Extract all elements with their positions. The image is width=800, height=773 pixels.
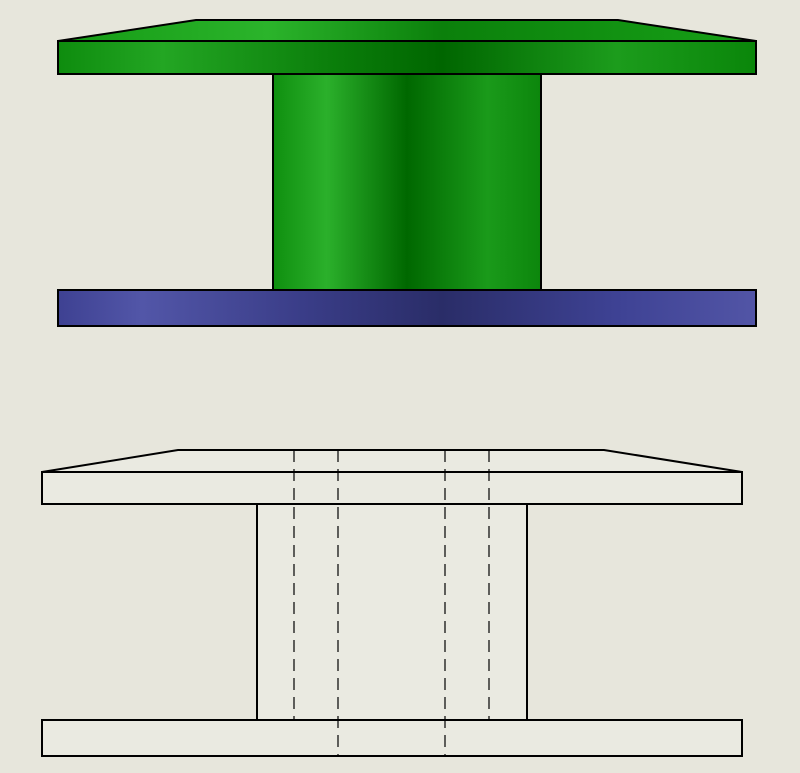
wire-hub-body bbox=[256, 503, 528, 721]
wire-top-flange-bevel bbox=[41, 449, 743, 473]
shaded-top-flange-bevel bbox=[57, 19, 757, 42]
shaded-3d-view bbox=[57, 19, 757, 327]
hidden-lines bbox=[293, 450, 490, 756]
wire-base-plate bbox=[41, 719, 743, 757]
wire-top-flange bbox=[41, 471, 743, 505]
shaded-hub-cylinder bbox=[272, 73, 542, 291]
shaded-top-flange bbox=[57, 40, 757, 75]
shaded-base-plate bbox=[57, 289, 757, 327]
hidden-line-view bbox=[41, 449, 743, 757]
